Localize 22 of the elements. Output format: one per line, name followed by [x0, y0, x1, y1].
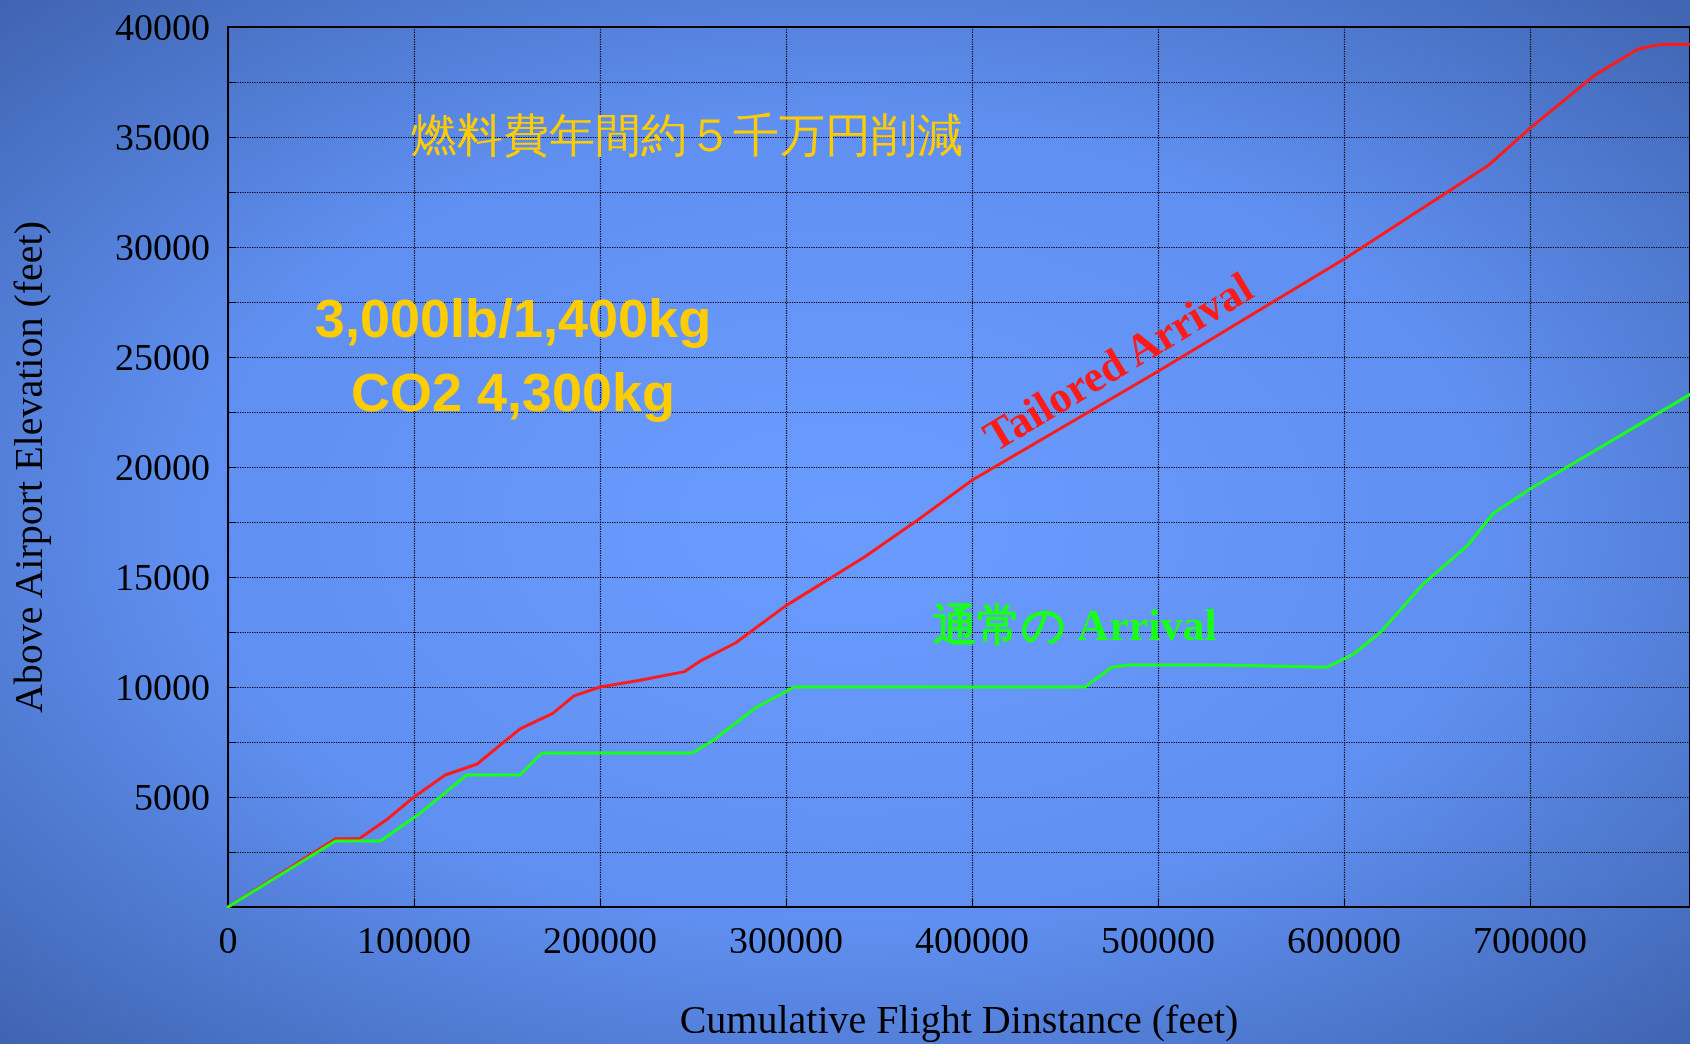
y-tick-label: 25000 — [115, 336, 210, 378]
x-axis-title: Cumulative Flight Dinstance (feet) — [679, 996, 1239, 1042]
x-tick-label: 200000 — [543, 919, 658, 961]
y-tick-label: 5000 — [134, 776, 210, 818]
y-tick-label: 35000 — [115, 116, 210, 158]
y-tick-label: 40000 — [115, 6, 210, 48]
x-tick-label: 600000 — [1287, 919, 1402, 961]
x-tick-label: 100000 — [357, 919, 472, 961]
x-tick-label: 300000 — [729, 919, 844, 961]
x-tick-label: 500000 — [1101, 919, 1216, 961]
x-tick-label: 400000 — [915, 919, 1030, 961]
series-label: 通常の Arrival — [933, 600, 1217, 650]
annotation: 3,000lb/1,400kg — [314, 288, 712, 348]
y-axis-title: Above Airport Elevation (feet) — [5, 220, 51, 714]
x-tick-label: 700000 — [1473, 919, 1588, 961]
y-tick-label: 15000 — [115, 556, 210, 598]
annotation: CO2 4,300kg — [350, 362, 676, 422]
y-tick-label: 30000 — [115, 226, 210, 268]
x-tick-label: 0 — [218, 919, 238, 961]
y-tick-label: 20000 — [115, 446, 210, 488]
y-tick-label: 10000 — [115, 666, 210, 708]
annotation: 燃料費年間約５千万円削減 — [411, 109, 963, 161]
